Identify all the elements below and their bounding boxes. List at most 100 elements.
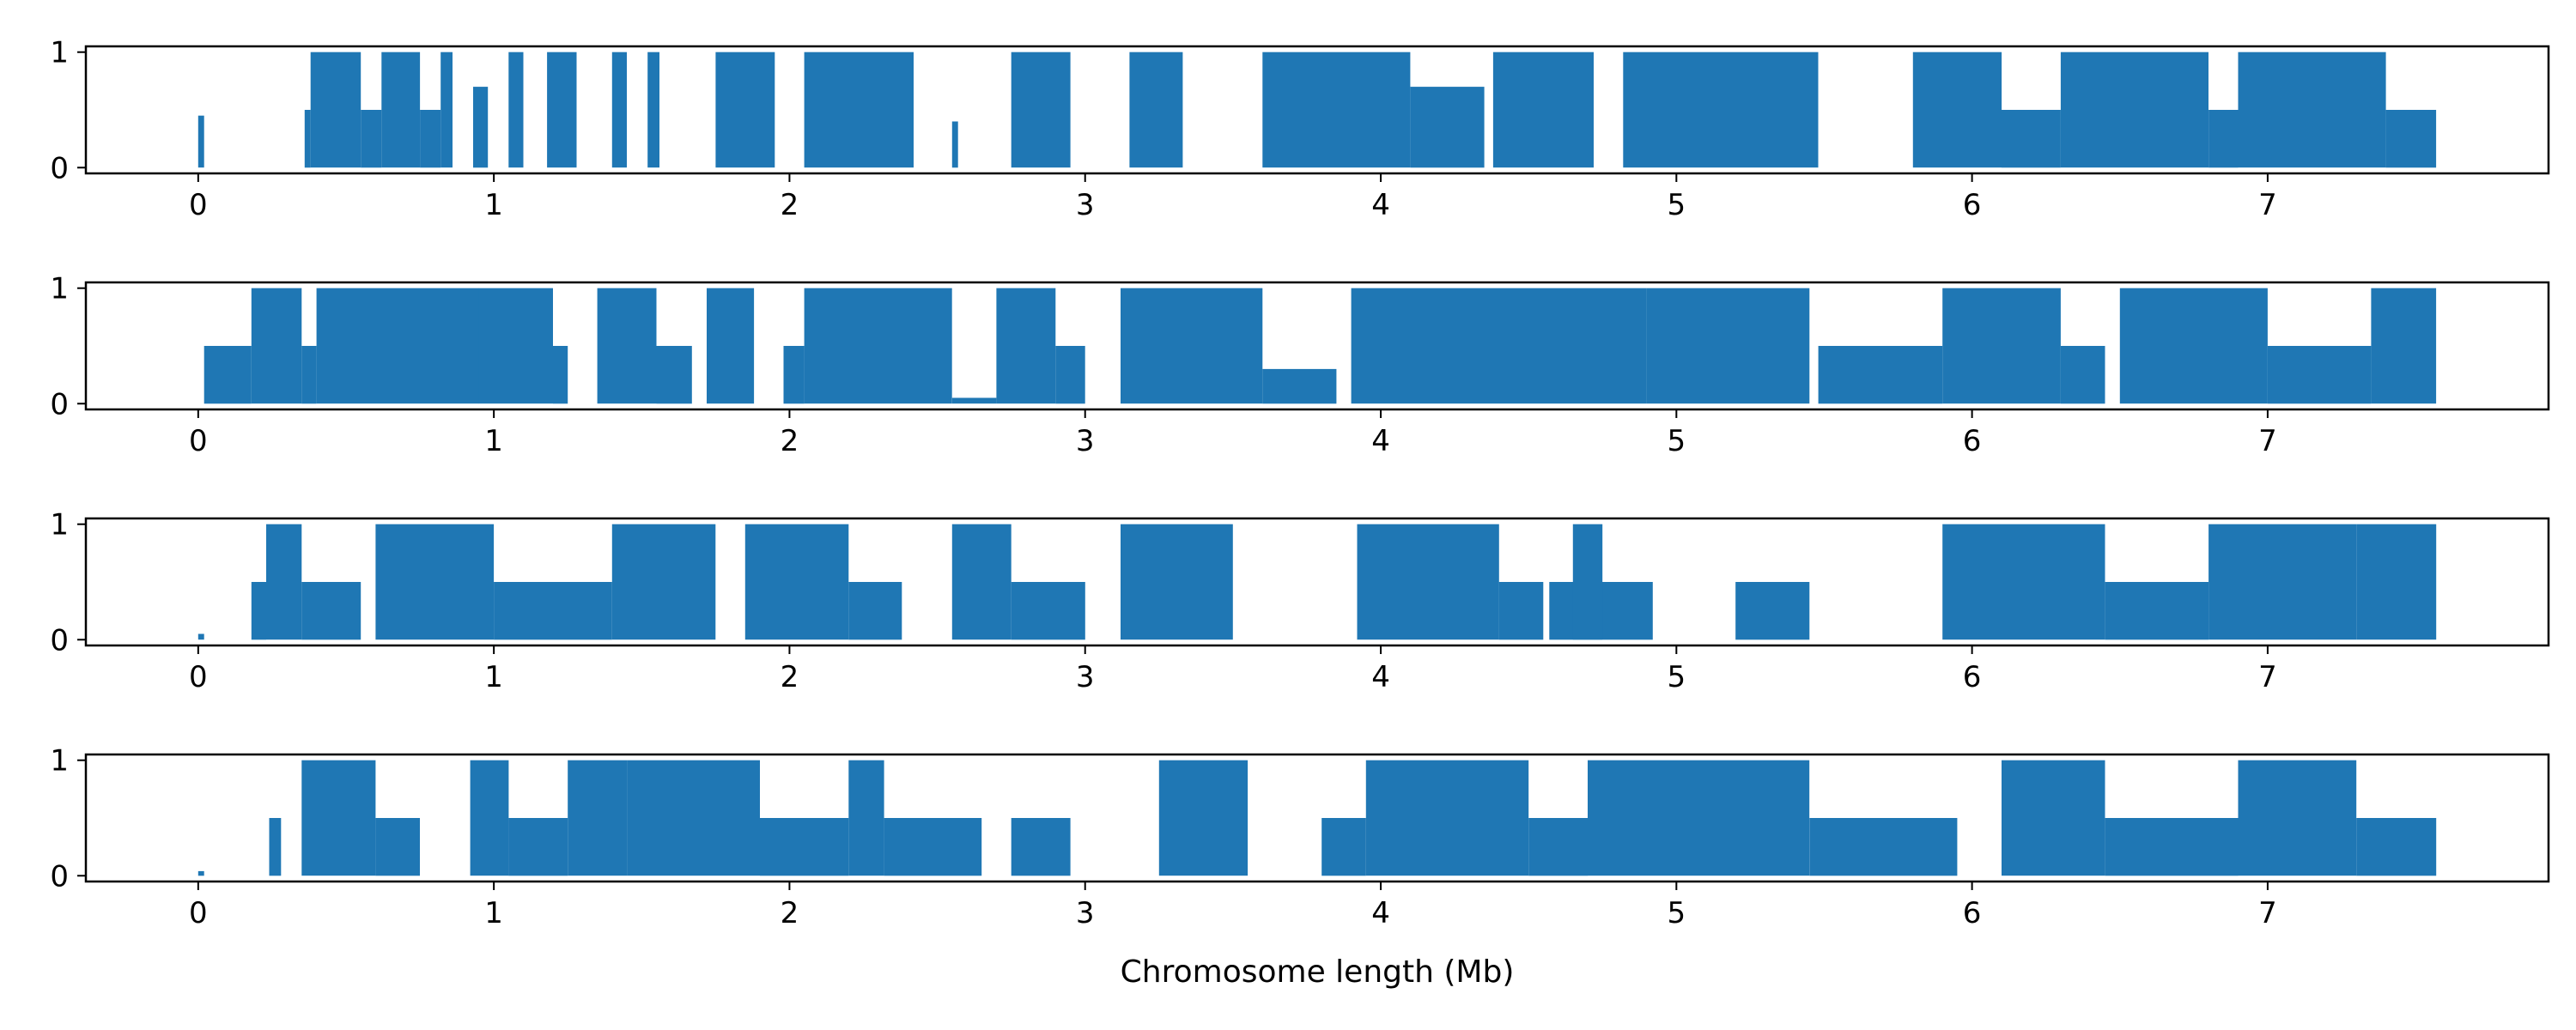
panel-2-x-tick-label-6: 6 [1963, 424, 1982, 458]
panel-1-segment-25 [2208, 110, 2239, 168]
panel-3-segment-4 [301, 582, 361, 640]
panel-1-segment-15 [951, 121, 958, 168]
panel-4-segment-17 [1588, 760, 1810, 876]
panel-3-x-tick-label-5: 5 [1668, 660, 1686, 694]
panel-4-x-tick-label-5: 5 [1668, 896, 1686, 930]
panel-2-segment-5 [478, 288, 553, 404]
panel-2-axes-frame [84, 281, 2550, 411]
panel-4-segment-12 [1011, 818, 1071, 876]
panel-1-x-tick-label-3: 3 [1076, 188, 1095, 222]
panel-2-segment-12 [951, 397, 997, 404]
panel-4-segment-22 [2356, 818, 2437, 876]
panel-1-segment-14 [804, 52, 914, 168]
panel-3-segment-17 [1735, 582, 1810, 640]
panel-1-segment-16 [1011, 52, 1071, 168]
panel-1-y-tick-label-1: 1 [50, 36, 69, 70]
panel-1-segment-17 [1129, 52, 1183, 168]
panel-4-x-tick-label-3: 3 [1076, 896, 1095, 930]
panel-2-segment-19 [1818, 346, 1943, 404]
panel-4-x-tick-label-7: 7 [2258, 896, 2277, 930]
panel-1-segment-24 [2060, 52, 2208, 168]
panel-4-segment-5 [470, 760, 509, 876]
panel-1-segment-2 [304, 110, 311, 168]
panel-2-segment-3 [301, 346, 317, 404]
panel-3-segment-21 [2208, 524, 2357, 640]
panel-2-segment-20 [1942, 288, 2061, 404]
panel-1-x-tick-label-2: 2 [781, 188, 799, 222]
panel-2-segment-18 [1646, 288, 1810, 404]
panel-1-segment-9 [508, 52, 524, 168]
panel-4-axes-frame [84, 753, 2550, 883]
panel-1-x-tick-label-6: 6 [1963, 188, 1982, 222]
panel-3-x-tick-label-0: 0 [189, 660, 208, 694]
panel-3-segment-7 [611, 524, 716, 640]
panel-2-segment-9 [707, 288, 755, 404]
panel-2-x-tick-label-4: 4 [1371, 424, 1390, 458]
panel-1-segment-26 [2238, 52, 2386, 168]
panel-2-x-tick-label-5: 5 [1668, 424, 1686, 458]
panel-1-segment-6 [420, 110, 441, 168]
panel-3-x-tick-label-7: 7 [2258, 660, 2277, 694]
panel-1-segment-12 [647, 52, 659, 168]
panel-1-segment-5 [381, 52, 421, 168]
panel-4-segment-6 [508, 818, 568, 876]
panel-4-segment-3 [301, 760, 376, 876]
panel-1-segment-13 [715, 52, 775, 168]
panel-2: 0 1 2 3 4 5 6 7 0 1 [50, 272, 2550, 458]
panel-2-segment-22 [2119, 288, 2268, 404]
panel-4-x-tick-label-2: 2 [781, 896, 799, 930]
panel-3-segment-12 [1121, 524, 1233, 640]
panel-4-segment-1 [197, 870, 204, 876]
panel-3-segment-5 [375, 524, 495, 640]
panel-2-segment-24 [2371, 288, 2437, 404]
panel-3-segment-20 [2105, 582, 2209, 640]
panel-4-x-tick-label-1: 1 [484, 896, 503, 930]
panel-3-segment-2 [251, 582, 266, 640]
panel-4-segment-8 [627, 760, 760, 876]
panel-2-y-tick-label-1: 1 [50, 272, 69, 306]
panel-2-segment-7 [597, 288, 657, 404]
panel-4-segment-18 [1809, 818, 1958, 876]
panel-1-segment-10 [547, 52, 577, 168]
panel-4-segment-13 [1158, 760, 1249, 876]
panel-4-segment-16 [1528, 818, 1589, 876]
panel-4: 0 1 2 3 4 5 6 7 0 1 [50, 744, 2550, 930]
panel-2-segment-11 [804, 288, 952, 404]
panel-2-x-tick-label-7: 7 [2258, 424, 2277, 458]
panel-4-segment-10 [848, 760, 884, 876]
panel-4-segment-7 [568, 760, 628, 876]
panel-1-x-tick-label-1: 1 [484, 188, 503, 222]
panel-3-segment-11 [1011, 582, 1085, 640]
panel-1-segment-19 [1410, 87, 1485, 168]
panel-3-segment-1 [197, 633, 204, 640]
panel-1-segment-3 [310, 52, 361, 168]
panel-4-segment-2 [269, 818, 282, 876]
panel-3-x-tick-label-6: 6 [1963, 660, 1982, 694]
panel-2-x-tick-label-2: 2 [781, 424, 799, 458]
panel-1-segment-11 [611, 52, 627, 168]
panel-1-segment-22 [1912, 52, 2002, 168]
panel-3-segment-13 [1357, 524, 1499, 640]
panel-2-segment-17 [1351, 288, 1647, 404]
panel-1-x-tick-label-4: 4 [1371, 188, 1390, 222]
panel-4-x-tick-label-6: 6 [1963, 896, 1982, 930]
panel-1-segment-21 [1623, 52, 1819, 168]
panel-2-segment-16 [1262, 368, 1337, 404]
panel-4-x-tick-label-4: 4 [1371, 896, 1390, 930]
panel-3-segment-8 [744, 524, 849, 640]
panel-3-x-tick-label-2: 2 [781, 660, 799, 694]
panel-3-x-tick-label-1: 1 [484, 660, 503, 694]
panel-1-segment-4 [361, 110, 382, 168]
panel-4-y-tick-label-1: 1 [50, 744, 69, 779]
panel-3-segment-14 [1498, 582, 1544, 640]
panel-1-segment-7 [440, 52, 453, 168]
panel-3-x-tick-label-3: 3 [1076, 660, 1095, 694]
panel-1-segment-27 [2385, 110, 2437, 168]
panel-2-segment-10 [783, 346, 805, 404]
panel-4-segment-11 [884, 818, 982, 876]
panel-1-x-tick-label-7: 7 [2258, 188, 2277, 222]
panel-4-segment-15 [1365, 760, 1529, 876]
x-axis-label: Chromosome length (Mb) [1121, 954, 1515, 990]
panels-group: 0 1 2 3 4 5 6 7 0 1 0 1 2 3 4 5 6 7 0 1 0 1 2 3 4 5 6 7 0 1 0 1 2 3 4 5 6 7 0 1 [50, 36, 2550, 930]
